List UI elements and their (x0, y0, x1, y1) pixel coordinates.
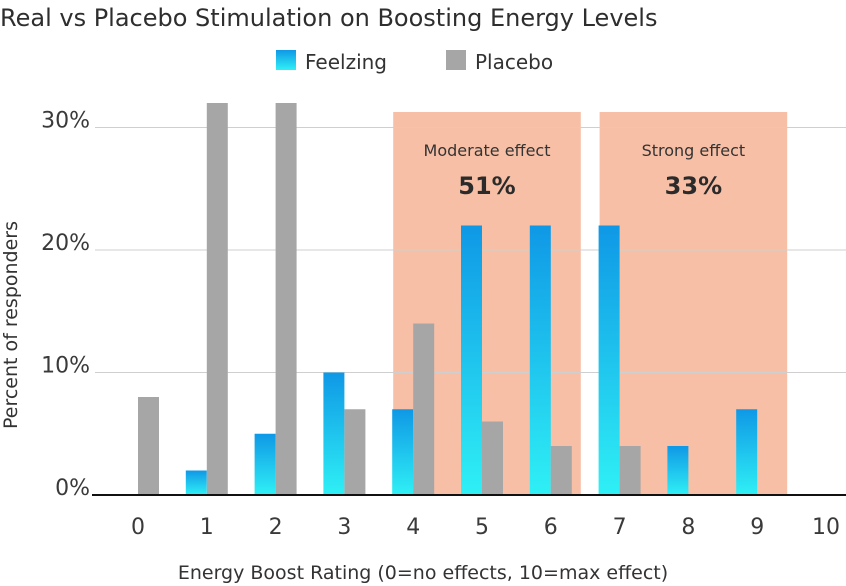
bar-placebo-2 (275, 103, 297, 495)
zone-label-moderate: Moderate effect (424, 141, 551, 160)
x-tick-label: 2 (269, 515, 283, 540)
y-axis-label: Percent of responders (0, 221, 22, 429)
x-tick-label: 6 (544, 515, 558, 540)
bar-feelzing-4 (392, 409, 414, 495)
bar-placebo-0 (138, 397, 159, 495)
y-tick-label: 10% (41, 354, 90, 379)
x-tick-label: 4 (406, 515, 420, 540)
x-tick-label: 10 (812, 515, 840, 540)
zone-strong (599, 112, 788, 495)
bar-placebo-1 (206, 103, 228, 495)
bar-placebo-7 (619, 446, 641, 495)
x-axis-label: Energy Boost Rating (0=no effects, 10=ma… (178, 562, 668, 584)
bar-feelzing-5 (461, 225, 482, 495)
bar-feelzing-2 (254, 433, 276, 495)
zone-label-strong: Strong effect (642, 141, 746, 160)
legend: Feelzing Placebo (276, 50, 553, 74)
bar-feelzing-6 (529, 225, 551, 495)
y-tick-label: 20% (41, 231, 90, 256)
bar-feelzing-3 (323, 372, 345, 495)
bar-feelzing-7 (598, 225, 620, 495)
chart-title: Real vs Placebo Stimulation on Boosting … (0, 4, 657, 32)
x-tick-label: 7 (613, 515, 627, 540)
x-tick-label: 5 (475, 515, 489, 540)
legend-swatch-feelzing (276, 50, 296, 70)
x-tick-label: 9 (750, 515, 764, 540)
bar-feelzing-8 (667, 446, 689, 495)
bar-feelzing-9 (736, 409, 758, 495)
x-tick-label: 8 (681, 515, 695, 540)
y-tick-label: 30% (41, 109, 90, 134)
x-tick-label: 1 (200, 515, 214, 540)
zone-value-moderate: 51% (458, 172, 515, 200)
bar-placebo-6 (550, 446, 572, 495)
bar-feelzing-1 (185, 470, 207, 495)
legend-label-placebo: Placebo (475, 50, 553, 74)
legend-swatch-placebo (446, 50, 466, 70)
bar-placebo-3 (344, 409, 366, 495)
legend-label-feelzing: Feelzing (305, 50, 387, 74)
x-tick-label: 3 (337, 515, 351, 540)
bar-placebo-4 (413, 323, 435, 495)
x-tick-label: 0 (131, 515, 145, 540)
zone-value-strong: 33% (665, 172, 722, 200)
y-tick-label: 0% (55, 476, 90, 501)
bar-placebo-5 (482, 421, 503, 495)
